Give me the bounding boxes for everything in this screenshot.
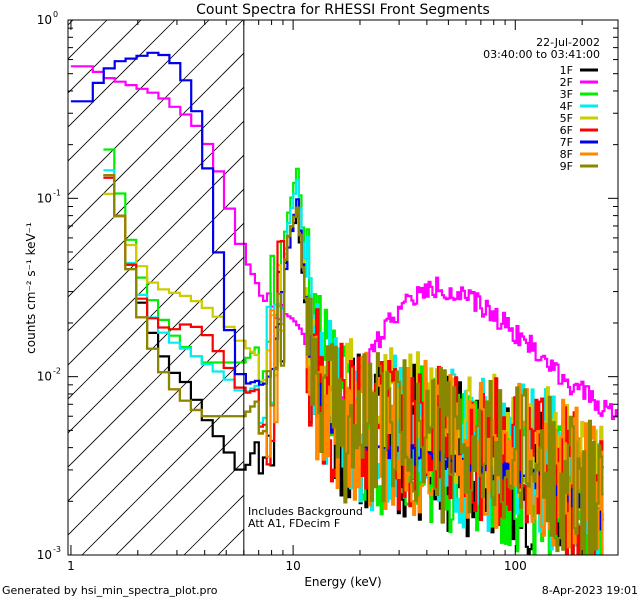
info-date: 22-Jul-2002 [536,36,600,49]
footer-generated-by: Generated by hsi_min_spectra_plot.pro [2,584,218,597]
x-axis-label: Energy (keV) [304,575,381,589]
hatch-line [81,392,244,555]
hatch-line [68,222,244,400]
legend-label-9F: 9F [560,160,573,173]
y-tick-label: 10 [37,191,52,205]
hatch-line [68,256,244,434]
hatch-line [115,426,244,555]
legend-label-7F: 7F [560,136,573,149]
series-layer [70,51,618,555]
hatch-line [68,358,244,536]
legend-label-2F: 2F [560,76,573,89]
annotation-background: Includes Background [248,505,363,518]
hatch-line [68,120,244,298]
legend-label-5F: 5F [560,112,573,125]
y-axis-label: counts cm⁻² s⁻¹ keV⁻¹ [24,222,38,354]
legend-label-1F: 1F [560,64,573,77]
legend-label-4F: 4F [560,100,573,113]
legend-label-8F: 8F [560,148,573,161]
y-tick-exponent: 0 [53,10,58,19]
hatch-line [68,290,244,468]
x-tick-label: 1 [67,559,75,573]
hatch-line [149,460,244,555]
series-9F [103,174,604,555]
hatch-line [68,52,244,230]
annotation-attenuator: Att A1, FDecim F [248,517,340,530]
hatch-line [68,20,210,162]
series-8F [103,174,604,555]
hatch-line [68,188,244,366]
y-tick-exponent: -1 [53,188,61,197]
hatched-region [68,20,244,555]
series-2F [70,65,618,423]
footer-timestamp: 8-Apr-2023 19:01 [542,584,638,597]
hatch-line [68,86,244,264]
hatch-line [68,20,176,128]
plot-frame [67,19,619,556]
y-tick-exponent: -3 [53,545,61,554]
y-tick-label: 10 [37,548,52,562]
y-tick-exponent: -2 [53,367,61,376]
legend-label-6F: 6F [560,124,573,137]
chart-title: Count Spectra for RHESSI Front Segments [196,2,490,18]
y-tick-label: 10 [37,13,52,27]
hatch-line [68,324,244,502]
x-tick-label: 100 [504,559,527,573]
x-tick-label: 10 [285,559,300,573]
hatch-line [68,20,244,196]
info-time-range: 03:40:00 to 03:41:00 [483,48,600,61]
y-tick-label: 10 [37,370,52,384]
hatch-line [68,154,244,332]
legend-label-3F: 3F [560,88,573,101]
